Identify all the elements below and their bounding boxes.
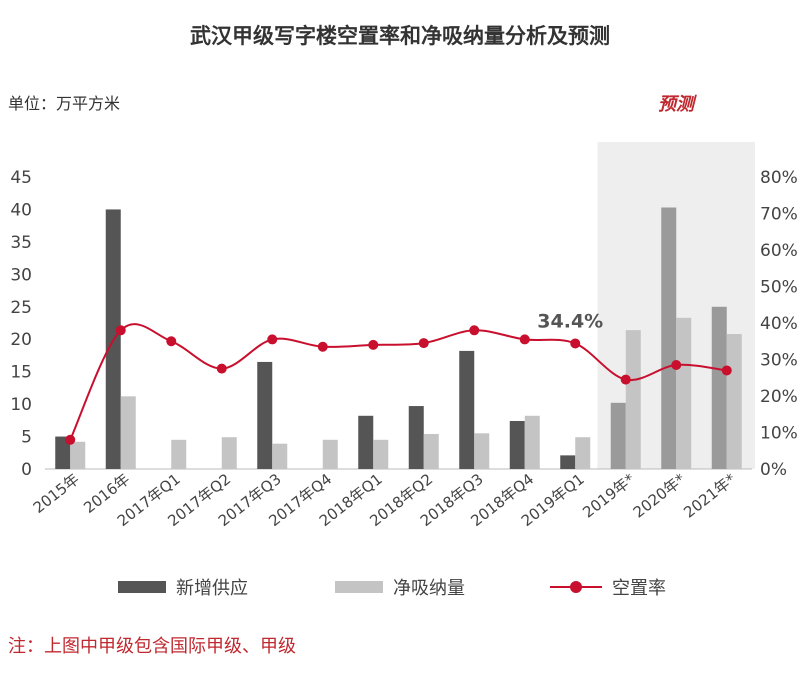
vacancy-annotation: 34.4% (537, 310, 603, 332)
supply-bar (358, 415, 374, 469)
legend-swatch-absorption (335, 581, 383, 593)
forecast-label: 预测 (658, 94, 694, 115)
footnote: 注：上图中甲级包含国际甲级、甲级 (8, 636, 296, 657)
supply-bar (661, 207, 677, 469)
left-tick-label: 10 (10, 395, 32, 415)
vacancy-point (368, 339, 379, 350)
absorption-bar (120, 396, 136, 469)
left-tick-label: 15 (10, 363, 32, 383)
left-tick-label: 25 (10, 298, 32, 318)
right-tick-label: 80% (760, 168, 798, 188)
absorption-bar (726, 334, 742, 469)
legend-item-vacancy: 空置率 (550, 574, 666, 600)
left-tick-label: 30 (10, 265, 32, 285)
supply-bar (711, 306, 727, 469)
absorption-bar (322, 439, 338, 469)
x-tick-label: 2019年* (579, 470, 638, 522)
vacancy-point (671, 359, 682, 370)
vacancy-line (69, 323, 727, 441)
legend-label-supply: 新增供应 (176, 578, 248, 599)
supply-bar (459, 350, 475, 469)
absorption-bar (373, 439, 389, 469)
absorption-bar (221, 437, 237, 469)
annotation-group: 34.4% (537, 310, 603, 332)
vacancy-point (519, 334, 530, 345)
vacancy-point (115, 325, 126, 336)
chart-title: 武汉甲级写字楼空置率和净吸纳量分析及预测 (190, 24, 610, 48)
vacancy-point (216, 363, 227, 374)
supply-bar (610, 402, 626, 469)
left-axis-ticks: 0 5 10 15 20 25 30 35 40 45 (10, 168, 32, 480)
x-axis-labels: 2015年2016年2017年Q12017年Q22017年Q32017年Q420… (30, 470, 740, 530)
left-tick-label: 45 (10, 168, 32, 188)
absorption-bar (70, 441, 86, 469)
absorption-bar (676, 317, 692, 469)
absorption-bar (171, 439, 187, 469)
left-tick-label: 40 (10, 200, 32, 220)
absorption-bar (423, 433, 439, 469)
absorption-bar (474, 433, 490, 469)
absorption-bar (575, 437, 591, 469)
left-tick-label: 20 (10, 330, 32, 350)
right-tick-label: 60% (760, 241, 798, 261)
legend-swatch-vacancy (550, 581, 602, 593)
right-tick-label: 50% (760, 278, 798, 298)
vacancy-point (65, 434, 76, 445)
supply-bar (55, 436, 71, 469)
vacancy-point (570, 338, 581, 349)
vacancy-point (317, 341, 328, 352)
legend-label-vacancy: 空置率 (612, 578, 666, 599)
right-tick-label: 40% (760, 314, 798, 334)
vacancy-point (721, 365, 732, 376)
vacancy-line-group (65, 323, 732, 445)
left-tick-label: 35 (10, 233, 32, 253)
x-tick-label: 2020年* (630, 470, 689, 522)
legend-item-supply: 新增供应 (118, 574, 248, 600)
left-tick-label: 5 (21, 428, 32, 448)
vacancy-point (620, 374, 631, 385)
supply-bar (509, 420, 525, 469)
right-axis-ticks: 0% 10% 20% 30% 40% 50% 60% 70% 80% (760, 168, 798, 480)
vacancy-point (469, 325, 480, 336)
x-tick-label: 2015年 (30, 470, 83, 517)
unit-label: 单位：万平方米 (8, 94, 121, 113)
right-tick-label: 70% (760, 205, 798, 225)
absorption-bar (625, 330, 641, 469)
legend: 新增供应 净吸纳量 空置率 (0, 574, 800, 604)
left-tick-label: 0 (21, 460, 32, 480)
vacancy-point (418, 338, 429, 349)
legend-label-absorption: 净吸纳量 (393, 578, 465, 599)
absorption-bar (272, 443, 288, 469)
supply-bar (257, 361, 273, 469)
bars-group (55, 207, 742, 469)
vacancy-point (267, 334, 278, 345)
supply-bar (408, 406, 424, 469)
legend-item-absorption: 净吸纳量 (335, 574, 465, 600)
x-tick-label: 2021年* (680, 470, 739, 522)
right-tick-label: 0% (760, 460, 787, 480)
absorption-bar (524, 415, 540, 469)
vacancy-point (166, 336, 177, 347)
right-tick-label: 20% (760, 387, 798, 407)
right-tick-label: 30% (760, 351, 798, 371)
legend-swatch-supply (118, 581, 166, 593)
right-tick-label: 10% (760, 424, 798, 444)
supply-bar (560, 455, 576, 469)
